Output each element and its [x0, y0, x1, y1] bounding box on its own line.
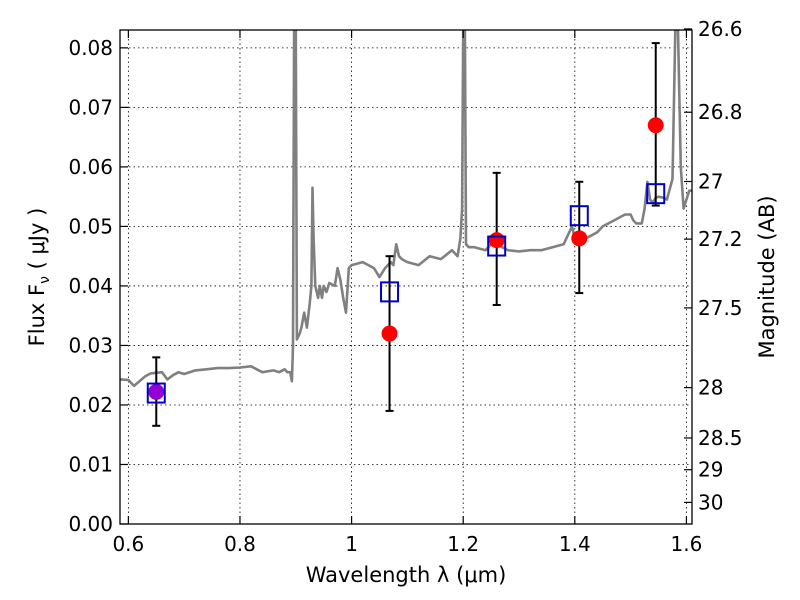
y-tick-label: 0.00: [68, 512, 113, 536]
plot-frame: [119, 29, 693, 525]
mag-tick-label: 28: [698, 376, 723, 400]
y-axis-label: Flux Fν ( μJy ): [25, 208, 53, 347]
mag-tick-label: 27: [698, 170, 723, 194]
x-tick-label: 0.8: [224, 532, 256, 556]
magnitude-axis-ticks: 26.6 26.8 27 27.2 27.5 28 28.5 29 30: [684, 17, 743, 514]
mag-tick-label: 29: [698, 458, 723, 482]
x-tick-label: 1.2: [447, 532, 479, 556]
mag-tick-label: 27.5: [698, 296, 743, 320]
y-tick-label: 0.08: [68, 36, 113, 60]
x-tick-label: 0.6: [112, 532, 144, 556]
x-tick-label: 1.6: [671, 532, 703, 556]
model-point: [487, 235, 507, 257]
mag-tick-label: 26.6: [698, 17, 743, 41]
model-point: [569, 205, 589, 227]
x-tick-label: 1: [345, 532, 358, 556]
grid-lines: [120, 30, 692, 524]
spectrum-line: [120, 30, 692, 388]
y-tick-label: 0.03: [68, 333, 113, 357]
y-tick-label: 0.07: [68, 95, 113, 119]
observed-point: [571, 230, 588, 247]
right-axis-label: Magnitude (AB): [755, 195, 779, 358]
model-point: [146, 382, 166, 404]
y-axis-ticks: 0.00 0.01 0.02 0.03 0.04 0.05 0.06 0.07 0.08: [68, 36, 128, 536]
spectrum-layer: [120, 30, 692, 388]
model-point: [646, 183, 666, 205]
x-axis-label: Wavelength λ (μm): [306, 563, 507, 587]
mag-tick-label: 28.5: [698, 426, 743, 450]
model-point: [380, 281, 400, 303]
observed-points: [148, 117, 664, 400]
observed-point: [647, 117, 664, 134]
mag-tick-label: 30: [698, 490, 723, 514]
y-tick-label: 0.02: [68, 393, 113, 417]
observed-point: [148, 383, 165, 400]
mag-tick-label: 27.2: [698, 227, 743, 251]
y-tick-label: 0.01: [68, 452, 113, 476]
mag-tick-label: 26.8: [698, 100, 743, 124]
y-tick-label: 0.05: [68, 214, 113, 238]
observed-point: [381, 325, 398, 342]
y-tick-label: 0.04: [68, 274, 113, 298]
x-tick-label: 1.4: [559, 532, 591, 556]
x-axis-ticks: 0.6 0.8 1 1.2 1.4 1.6: [112, 30, 702, 556]
y-tick-label: 0.06: [68, 155, 113, 179]
model-points: [146, 183, 666, 404]
observed-point: [488, 232, 505, 249]
